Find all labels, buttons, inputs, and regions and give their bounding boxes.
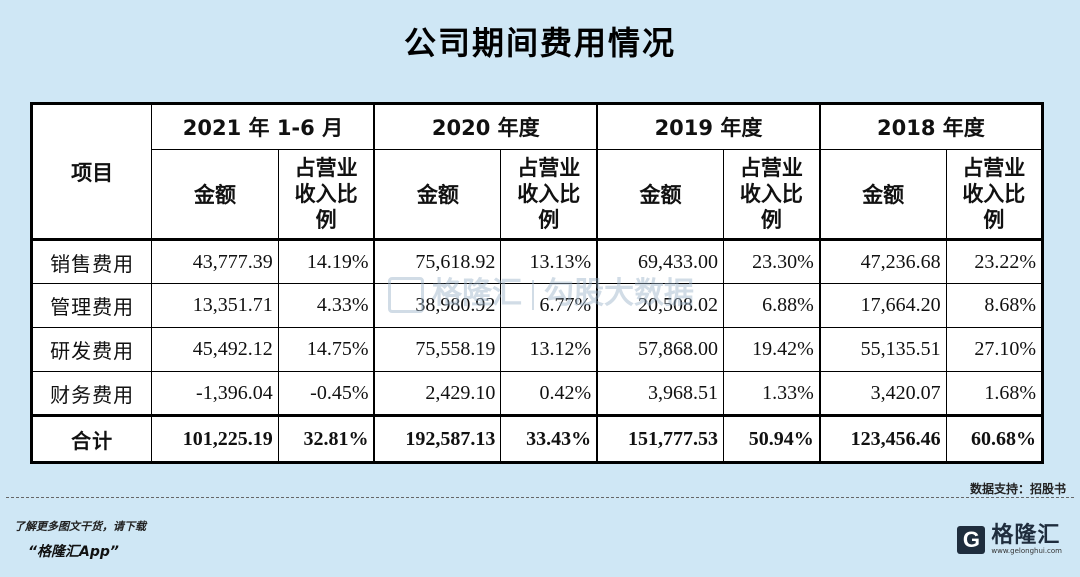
ratio-cell: 33.43% [500, 414, 598, 463]
amount-cell: 123,456.46 [818, 414, 947, 463]
ratio-cell: 19.42% [722, 327, 821, 372]
divider [6, 497, 1074, 498]
total-label: 合计 [30, 414, 153, 463]
ratio-cell: 13.12% [500, 327, 598, 372]
amount-header: 金额 [596, 149, 724, 241]
table-row: 销售费用 43,777.39 14.19% 75,618.92 13.13% 6… [30, 239, 1044, 284]
item-header: 项目 [30, 103, 153, 241]
amount-cell: 3,968.51 [596, 371, 724, 416]
promo-text: 了解更多图文干货，请下载 [14, 520, 146, 533]
ratio-cell: 8.68% [945, 283, 1044, 328]
amount-cell: 20,508.02 [596, 283, 724, 328]
amount-cell: 13,351.71 [151, 283, 279, 328]
ratio-cell: 23.22% [945, 239, 1044, 284]
period-header: 2019 年度 [596, 103, 821, 150]
row-label: 研发费用 [30, 327, 153, 372]
amount-cell: 151,777.53 [596, 414, 724, 463]
amount-cell: 55,135.51 [818, 327, 947, 372]
brand-g-icon: G [957, 526, 986, 554]
row-label: 管理费用 [30, 283, 153, 328]
amount-cell: 101,225.19 [151, 414, 279, 463]
table-row: 研发费用 45,492.12 14.75% 75,558.19 13.12% 5… [30, 327, 1044, 372]
column-header-row: 金额 占营业 收入比例 金额 占营业 收入比例 金额 占营业 收入比例 金额 占营业收… [32, 149, 1044, 241]
table-row: 管理费用 13,351.71 4.33% 38,980.92 6.77% 20,… [30, 283, 1044, 328]
table-row: 财务费用 -1,396.04 -0.45% 2,429.10 0.42% 3,9… [30, 371, 1044, 416]
period-header: 2018 年度 [818, 103, 1043, 150]
amount-cell: 47,236.68 [818, 239, 947, 284]
ratio-cell: 6.88% [722, 283, 821, 328]
ratio-cell: 32.81% [277, 414, 375, 463]
ratio-cell: 50.94% [722, 414, 821, 463]
amount-cell: 38,980.92 [373, 283, 502, 328]
brand-logo: G 格隆汇 www.gelonghui.com [957, 523, 1062, 557]
ratio-header: 占营业 收入比例 [945, 149, 1044, 241]
amount-cell: -1,396.04 [151, 371, 279, 416]
brand-name: 格隆汇 [991, 522, 1061, 548]
ratio-cell: 13.13% [500, 239, 598, 284]
amount-cell: 75,618.92 [373, 239, 502, 284]
ratio-cell: 60.68% [945, 414, 1044, 463]
amount-cell: 17,664.20 [818, 283, 947, 328]
ratio-cell: 1.68% [945, 371, 1044, 416]
promo-app-name: “格隆汇App” [28, 544, 119, 560]
data-source: 数据支持：招股书 [969, 482, 1066, 496]
period-header-row: 项目 2021 年 1-6 月 2020 年度 2019 年度 2018 年度 [30, 103, 1043, 241]
row-label: 财务费用 [30, 371, 153, 416]
ratio-cell: 23.30% [722, 239, 821, 284]
ratio-header: 占营业 收入比例 [277, 149, 375, 241]
period-header: 2020 年度 [373, 103, 598, 150]
amount-cell: 45,492.12 [151, 327, 279, 372]
period-header: 2021 年 1-6 月 [151, 103, 375, 150]
expense-table: 项目 2021 年 1-6 月 2020 年度 2019 年度 2018 年度 … [30, 102, 1044, 464]
brand-url: www.gelonghui.com [991, 546, 1062, 555]
amount-cell: 192,587.13 [373, 414, 502, 463]
total-row: 合计 101,225.19 32.81% 192,587.13 33.43% 1… [30, 414, 1044, 463]
amount-header: 金额 [373, 149, 502, 241]
ratio-cell: 27.10% [945, 327, 1044, 372]
ratio-cell: 0.42% [500, 371, 598, 416]
amount-cell: 2,429.10 [373, 371, 502, 416]
ratio-header: 占营业 收入比例 [500, 149, 598, 241]
amount-cell: 43,777.39 [151, 239, 279, 284]
ratio-cell: 4.33% [277, 283, 375, 328]
page-title: 公司期间费用情况 [403, 24, 676, 62]
ratio-cell: 1.33% [722, 371, 821, 416]
amount-cell: 57,868.00 [596, 327, 724, 372]
amount-cell: 69,433.00 [596, 239, 724, 284]
ratio-header: 占营业 收入比例 [722, 149, 821, 241]
ratio-cell: 14.19% [277, 239, 375, 284]
amount-header: 金额 [818, 149, 947, 241]
ratio-cell: -0.45% [277, 371, 375, 416]
amount-cell: 3,420.07 [818, 371, 947, 416]
amount-cell: 75,558.19 [373, 327, 502, 372]
row-label: 销售费用 [30, 239, 153, 284]
ratio-cell: 6.77% [500, 283, 598, 328]
ratio-cell: 14.75% [277, 327, 375, 372]
amount-header: 金额 [151, 149, 279, 241]
